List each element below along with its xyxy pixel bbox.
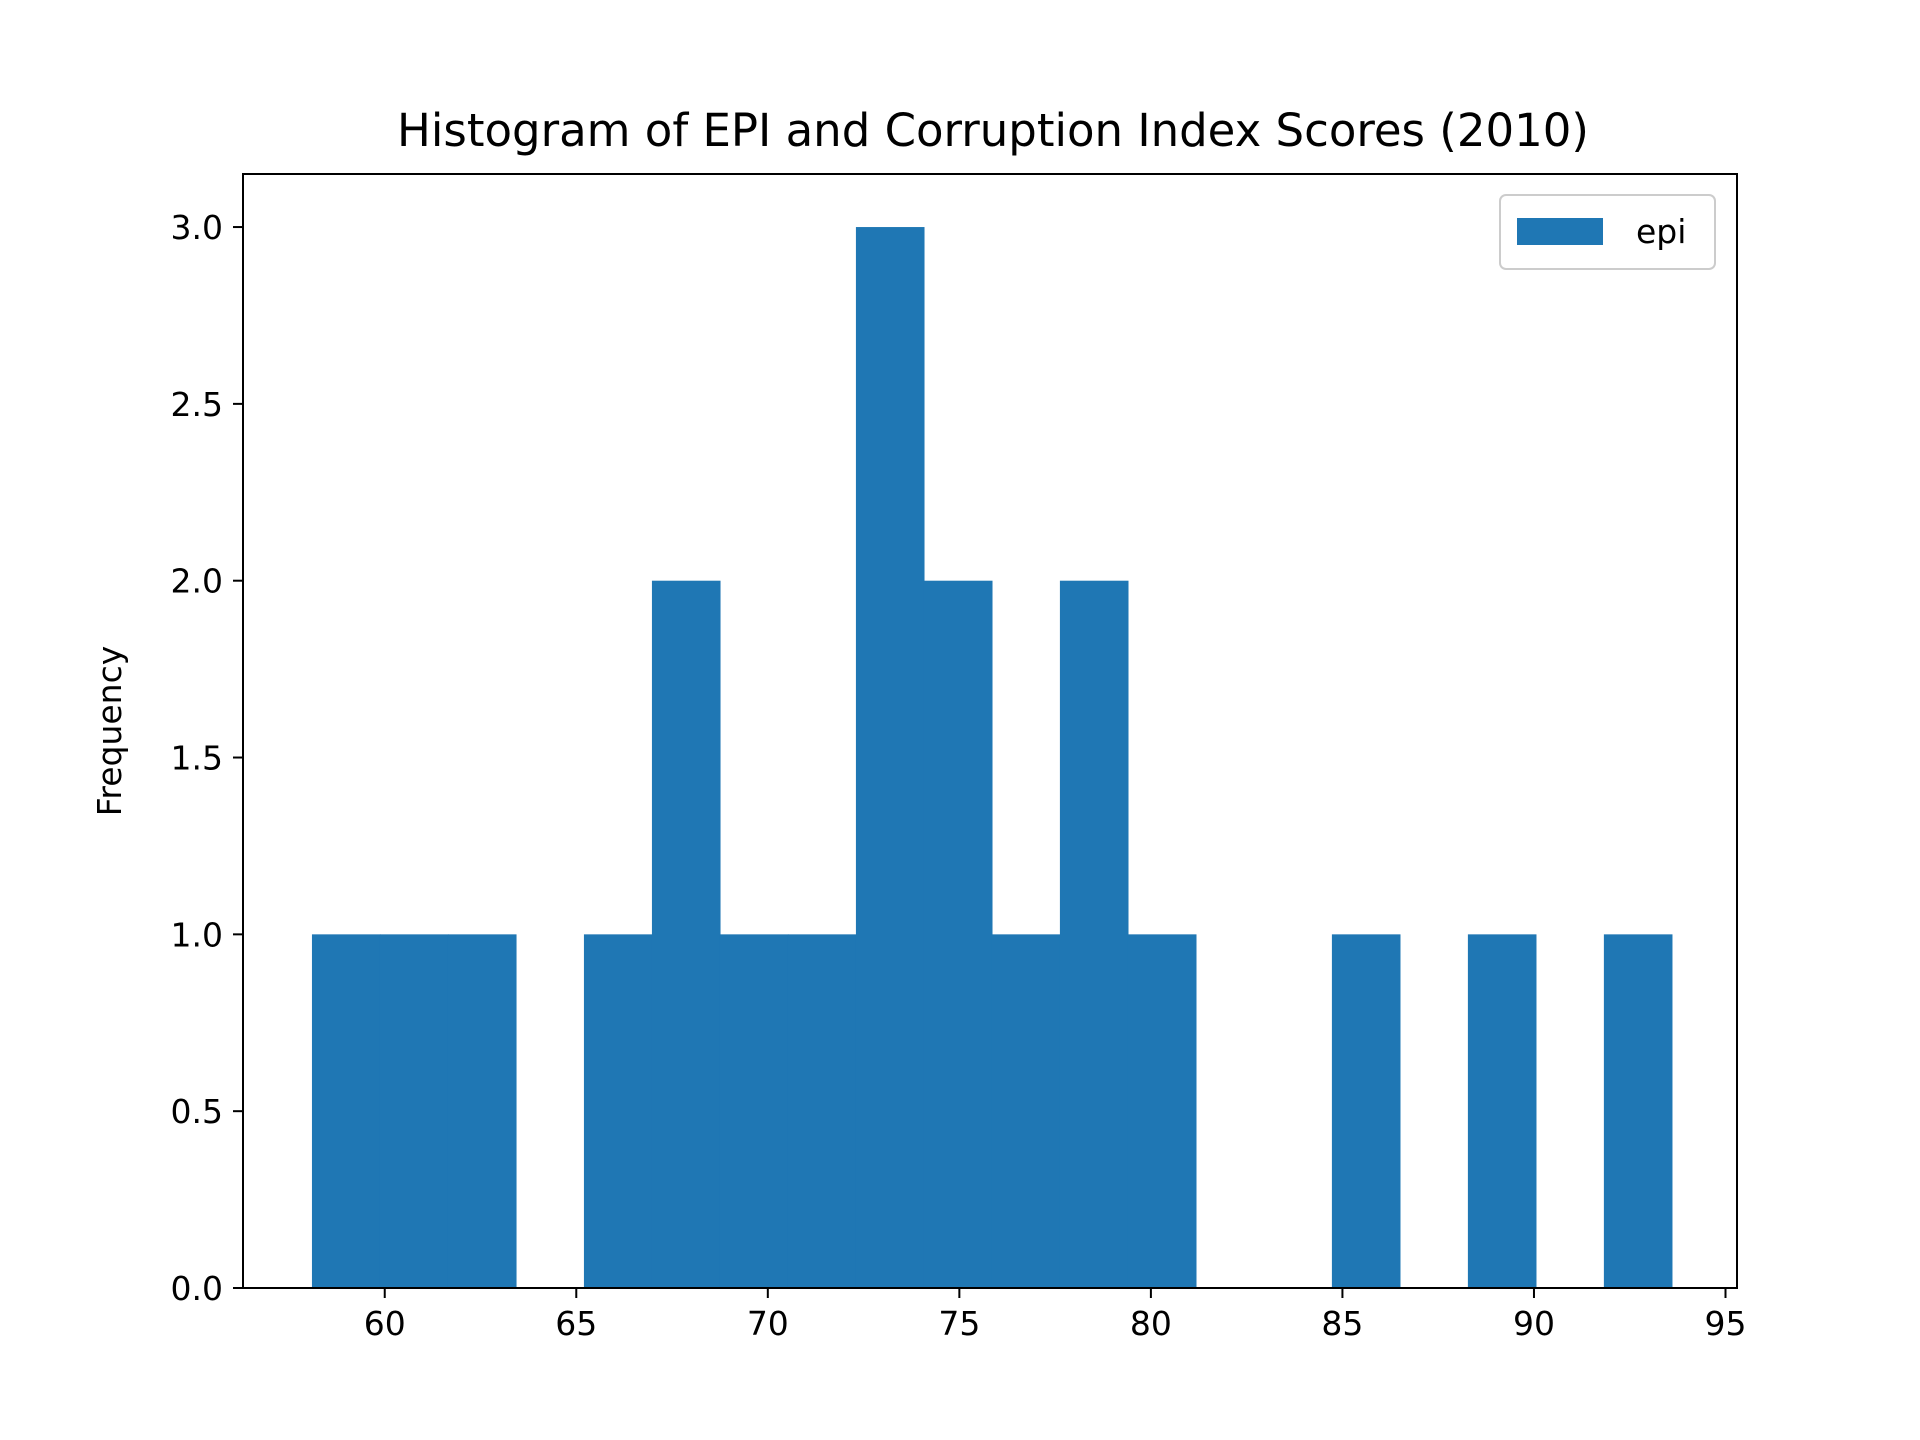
bars-group bbox=[311, 227, 1673, 1289]
legend: epi bbox=[1499, 194, 1716, 270]
histogram-bar bbox=[923, 580, 993, 1288]
x-tick-label: 70 bbox=[747, 1304, 789, 1343]
x-tick-label: 80 bbox=[1130, 1304, 1172, 1343]
y-tick-label: 0.5 bbox=[171, 1092, 223, 1131]
y-axis-ticks: 0.0 0.5 1.0 1.5 2.0 2.5 3.0 bbox=[171, 208, 243, 1308]
histogram-bar bbox=[311, 934, 381, 1288]
legend-swatch-epi bbox=[1517, 218, 1603, 245]
y-tick-label: 2.5 bbox=[171, 385, 223, 424]
plot-frame bbox=[242, 173, 1738, 1289]
x-tick-label: 60 bbox=[364, 1304, 406, 1343]
histogram-bar bbox=[719, 934, 789, 1288]
histogram-bar bbox=[447, 934, 517, 1288]
x-tick-label: 95 bbox=[1705, 1304, 1747, 1343]
legend-label-epi: epi bbox=[1636, 212, 1686, 251]
histogram-bar bbox=[379, 934, 449, 1288]
y-tick-label: 0.0 bbox=[171, 1269, 223, 1308]
x-tick-label: 85 bbox=[1321, 1304, 1363, 1343]
x-tick-label: 90 bbox=[1513, 1304, 1555, 1343]
y-axis-label: Frequency bbox=[90, 646, 129, 816]
x-tick-label: 75 bbox=[938, 1304, 980, 1343]
chart-title: Histogram of EPI and Corruption Index Sc… bbox=[397, 104, 1589, 157]
histogram-bar bbox=[1467, 934, 1537, 1288]
y-tick-label: 1.0 bbox=[171, 915, 223, 954]
y-tick-label: 1.5 bbox=[171, 739, 223, 778]
histogram-bar bbox=[1603, 934, 1673, 1288]
legend-box bbox=[1499, 194, 1716, 270]
x-tick-label: 65 bbox=[555, 1304, 597, 1343]
histogram-bar bbox=[855, 227, 925, 1289]
histogram-bar bbox=[1127, 934, 1197, 1288]
y-tick-label: 3.0 bbox=[171, 208, 223, 247]
histogram-bar bbox=[991, 934, 1061, 1288]
x-axis-ticks: 60 65 70 75 80 85 90 95 bbox=[364, 1288, 1747, 1343]
histogram-bar bbox=[1331, 934, 1401, 1288]
histogram-bar bbox=[1059, 580, 1129, 1288]
histogram-bar bbox=[651, 580, 721, 1288]
histogram-bar bbox=[787, 934, 857, 1288]
histogram-bar bbox=[583, 934, 653, 1288]
y-tick-label: 2.0 bbox=[171, 562, 223, 601]
